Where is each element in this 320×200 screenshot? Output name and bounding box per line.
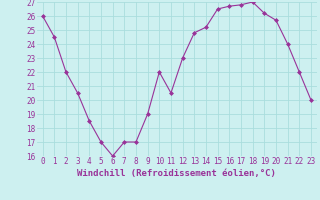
X-axis label: Windchill (Refroidissement éolien,°C): Windchill (Refroidissement éolien,°C) xyxy=(77,169,276,178)
